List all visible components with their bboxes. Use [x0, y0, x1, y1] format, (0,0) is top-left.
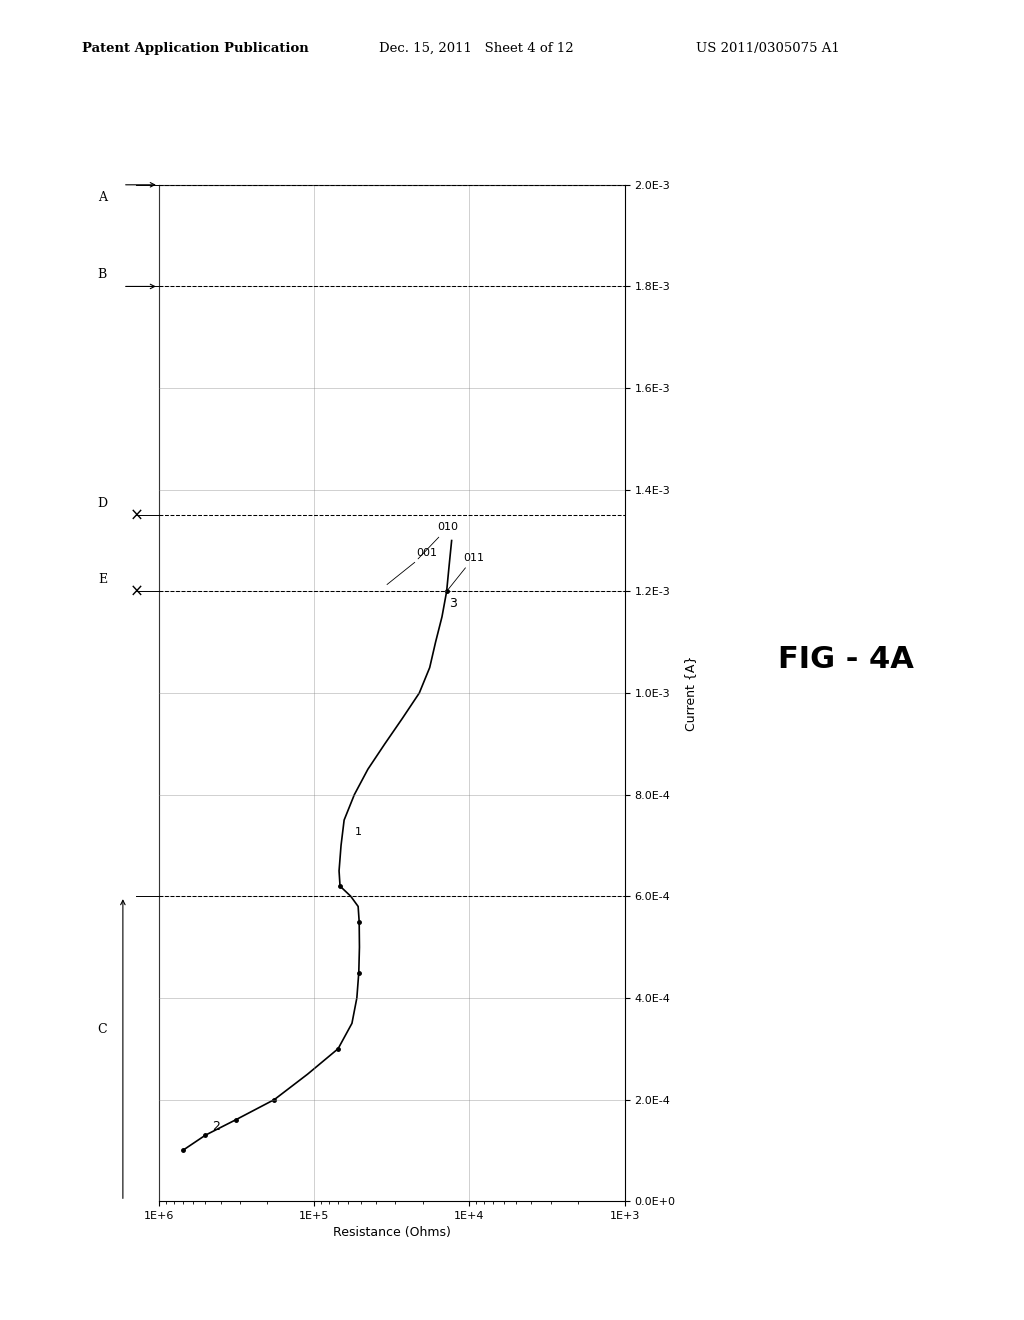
Text: B: B	[97, 268, 108, 281]
Text: 1: 1	[354, 828, 361, 837]
Text: E: E	[98, 573, 106, 586]
Text: D: D	[97, 496, 108, 510]
Text: Patent Application Publication: Patent Application Publication	[82, 42, 308, 55]
Text: ×: ×	[129, 506, 143, 524]
Text: C: C	[97, 1023, 108, 1035]
Text: Dec. 15, 2011   Sheet 4 of 12: Dec. 15, 2011 Sheet 4 of 12	[379, 42, 573, 55]
Y-axis label: Current {A}: Current {A}	[684, 655, 696, 731]
Text: 011: 011	[449, 553, 484, 589]
X-axis label: Resistance (Ohms): Resistance (Ohms)	[333, 1226, 451, 1239]
Text: US 2011/0305075 A1: US 2011/0305075 A1	[696, 42, 840, 55]
Text: 010: 010	[418, 523, 459, 558]
Text: 3: 3	[450, 597, 457, 610]
Text: FIG - 4A: FIG - 4A	[778, 645, 914, 675]
Text: A: A	[98, 191, 106, 205]
Text: ×: ×	[129, 582, 143, 601]
Text: 001: 001	[387, 548, 437, 585]
Text: 2: 2	[213, 1121, 220, 1133]
